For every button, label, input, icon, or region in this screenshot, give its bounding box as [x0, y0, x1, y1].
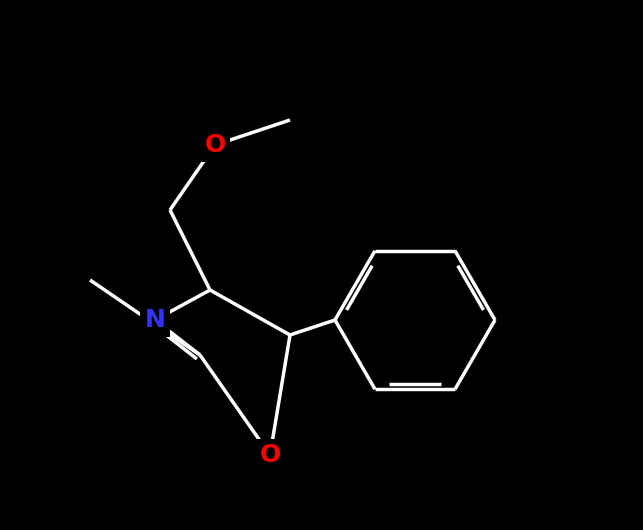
Text: O: O — [204, 133, 226, 157]
Text: O: O — [259, 443, 280, 467]
Text: N: N — [145, 308, 165, 332]
